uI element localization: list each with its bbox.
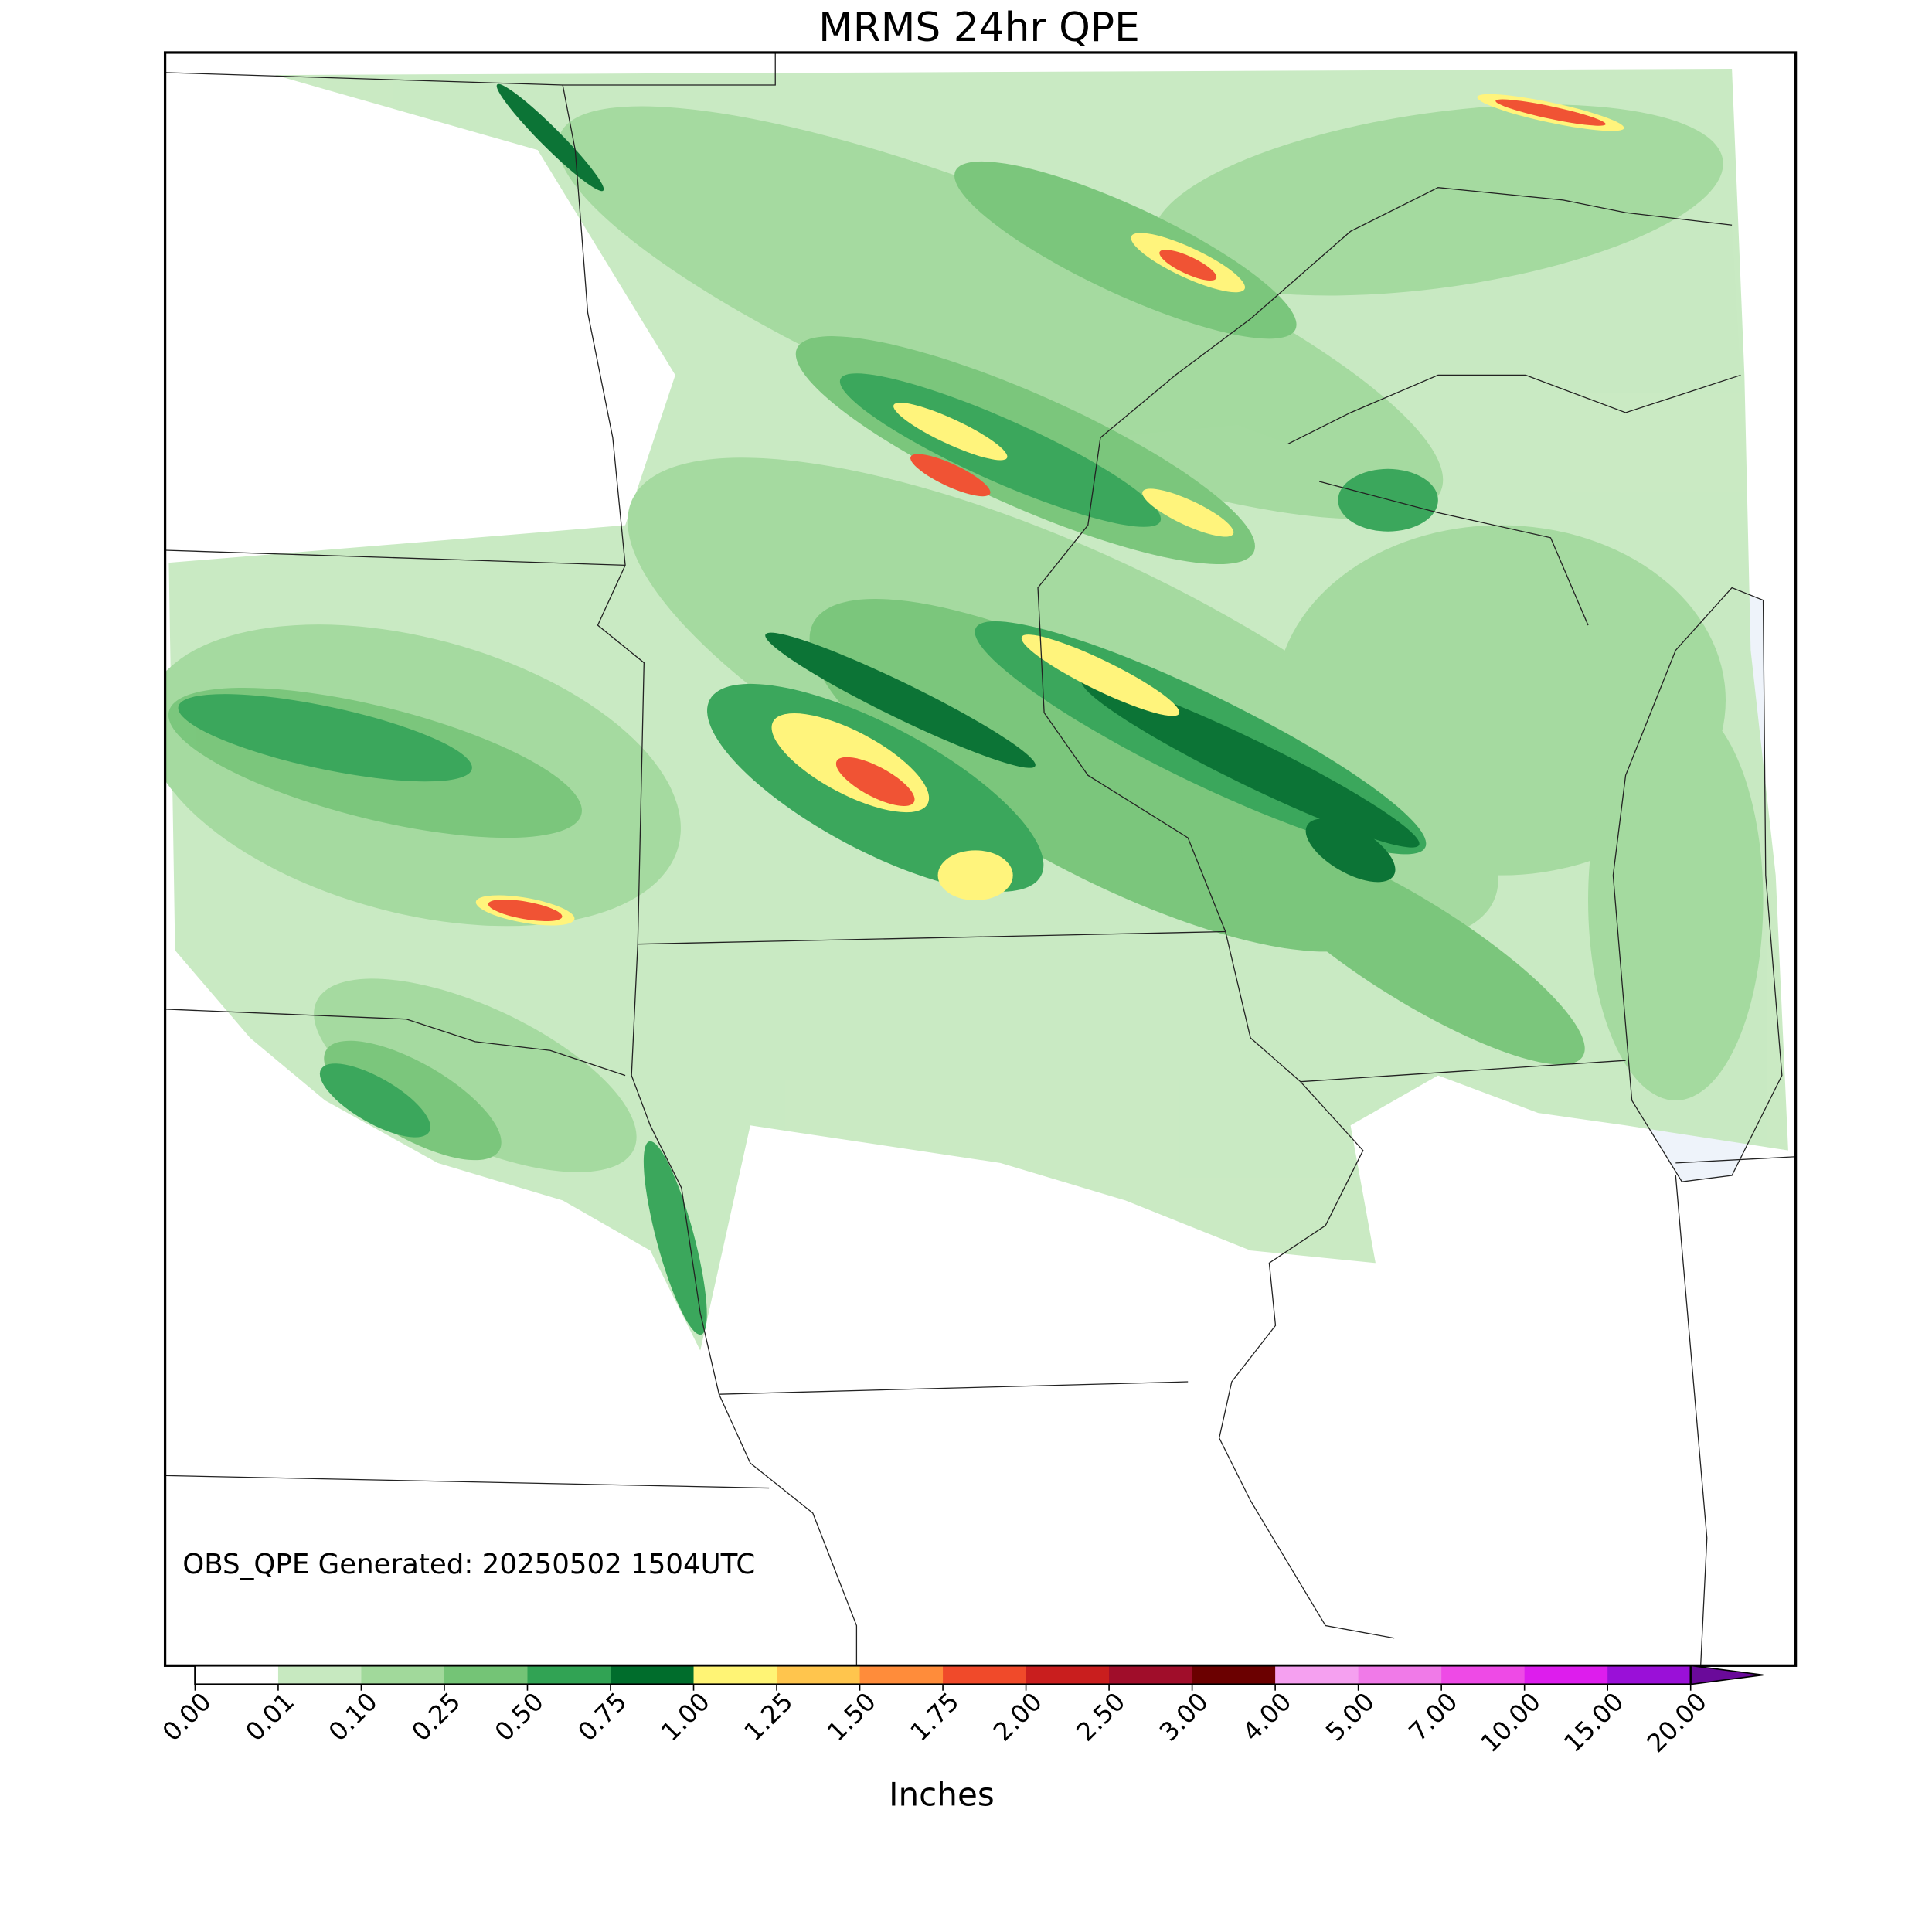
colorbar-bin	[777, 1665, 861, 1685]
colorbar-bin	[1607, 1665, 1692, 1685]
colorbar-bin	[1358, 1665, 1442, 1685]
colorbar-tick-label: 2.00	[988, 1687, 1048, 1747]
colorbar-tick-label: 7.00	[1403, 1687, 1464, 1747]
colorbar-bin	[527, 1665, 611, 1685]
colorbar-tick-label: 0.50	[489, 1687, 549, 1747]
colorbar-tick-label: 20.00	[1641, 1687, 1713, 1758]
colorbar-tick-label: 0.25	[406, 1687, 466, 1747]
colorbar-extend	[1689, 1665, 1764, 1685]
colorbar-tick-label: 0.10	[323, 1687, 383, 1747]
colorbar-tick-label: 5.00	[1320, 1687, 1380, 1747]
colorbar-bin	[1441, 1665, 1526, 1685]
colorbar-bin	[444, 1665, 528, 1685]
colorbar-label: Inches	[889, 1776, 995, 1814]
colorbar-tick-label: 1.25	[739, 1687, 799, 1747]
colorbar-bin	[1192, 1665, 1276, 1685]
colorbar-tick-label: 10.00	[1475, 1687, 1546, 1758]
colorbar-bin	[195, 1665, 279, 1685]
colorbar: 0.00 0.01 0.10 0.25 0.50 0.75 1.00 1.25 1.50 1.75…	[157, 1665, 1764, 1758]
borders	[165, 52, 1796, 1666]
colorbar-tick-label: 2.50	[1071, 1687, 1131, 1747]
colorbar-bin	[693, 1665, 777, 1685]
colorbar-tick-label: 1.00	[655, 1687, 716, 1747]
colorbar-tick-label: 1.50	[821, 1687, 882, 1747]
colorbar-tick-label: 0.00	[157, 1687, 217, 1747]
colorbar-tick-label: 1.75	[905, 1687, 965, 1747]
precipitation-field	[165, 68, 1788, 1351]
colorbar-bin	[277, 1665, 362, 1685]
colorbar-tick-label: 15.00	[1558, 1687, 1629, 1758]
colorbar-bin	[361, 1665, 445, 1685]
colorbar-bin	[611, 1665, 695, 1685]
colorbar-bin	[859, 1665, 944, 1685]
annotation: OBS_QPE Generated: 20250502 1504UTC	[182, 1549, 755, 1580]
colorbar-bin	[943, 1665, 1027, 1685]
colorbar-tick-label: 4.00	[1237, 1687, 1298, 1747]
colorbar-bin	[1109, 1665, 1193, 1685]
colorbar-bin	[1524, 1665, 1608, 1685]
colorbar-tick-label: 0.75	[572, 1687, 632, 1747]
colorbar-tick-label: 3.00	[1154, 1687, 1214, 1747]
colorbar-bin	[1026, 1665, 1110, 1685]
map-title: MRMS 24hr QPE	[818, 5, 1140, 51]
map	[165, 52, 1796, 1666]
colorbar-tick-label: 0.01	[240, 1687, 300, 1747]
colorbar-bin	[1275, 1665, 1359, 1685]
